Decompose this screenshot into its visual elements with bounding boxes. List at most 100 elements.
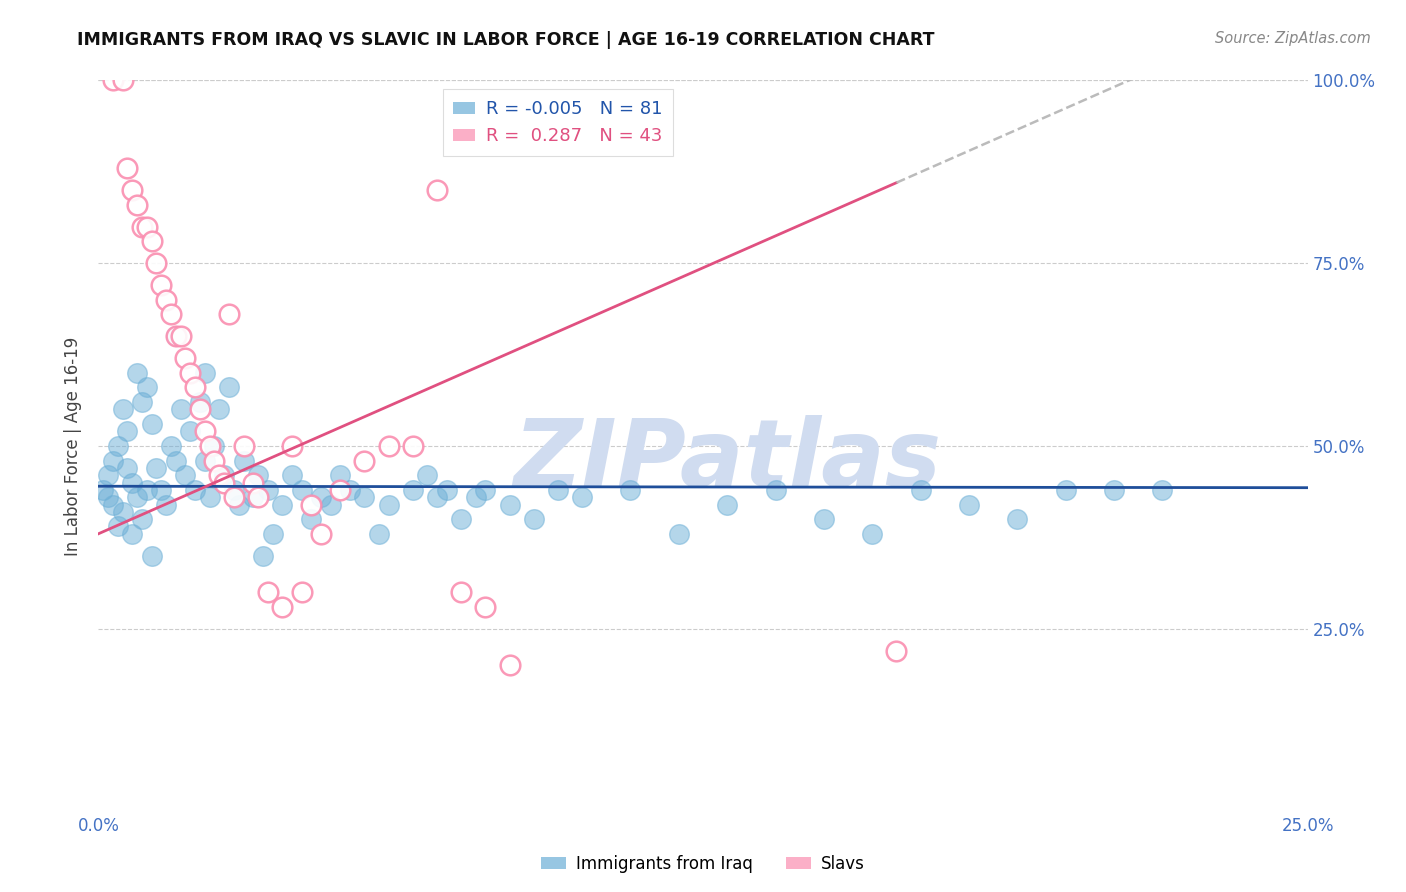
Point (135, 380, 157, 394)
Point (450, 585, 472, 599)
Legend: R = -0.005   N = 81, R =  0.287   N = 43: R = -0.005 N = 81, R = 0.287 N = 43 (443, 89, 673, 156)
Point (155, 498, 177, 512)
Point (117, 161, 139, 175)
Point (194, 453, 217, 467)
Point (101, 453, 124, 467)
Point (299, 498, 322, 512)
Point (262, 526, 284, 541)
Point (174, 351, 197, 366)
Text: Source: ZipAtlas.com: Source: ZipAtlas.com (1215, 31, 1371, 46)
Point (571, 490, 593, 504)
Point (377, 439, 399, 453)
Point (242, 490, 264, 504)
Point (160, 307, 183, 321)
Point (188, 395, 211, 409)
Point (464, 490, 486, 504)
Legend: Immigrants from Iraq, Slavs: Immigrants from Iraq, Slavs (534, 848, 872, 880)
Point (127, 490, 149, 504)
Point (91, 483, 114, 497)
Point (247, 468, 270, 483)
Point (135, 219, 157, 234)
Point (121, 475, 143, 490)
Point (271, 599, 294, 614)
Point (160, 439, 183, 453)
Point (474, 483, 496, 497)
Point (204, 453, 226, 467)
Point (860, 526, 883, 541)
Point (668, 526, 690, 541)
Point (141, 234, 163, 248)
Point (619, 483, 641, 497)
Point (145, 461, 167, 475)
Point (150, 278, 173, 293)
Point (169, 402, 191, 417)
Point (309, 526, 332, 541)
Point (377, 498, 399, 512)
Point (204, 439, 226, 453)
Point (765, 483, 787, 497)
Point (309, 490, 332, 504)
Point (212, 475, 235, 490)
Point (208, 468, 231, 483)
Point (111, 73, 134, 87)
Point (232, 439, 254, 453)
Point (131, 512, 153, 526)
Point (339, 483, 361, 497)
Point (107, 439, 129, 453)
Point (141, 417, 163, 431)
Point (97, 490, 120, 504)
Point (184, 380, 207, 394)
Point (169, 329, 191, 343)
Point (242, 475, 264, 490)
Point (145, 256, 167, 270)
Point (290, 483, 312, 497)
Point (252, 549, 274, 563)
Point (353, 453, 375, 467)
Point (402, 483, 425, 497)
Point (218, 380, 240, 394)
Point (474, 599, 496, 614)
Point (135, 483, 157, 497)
Point (194, 366, 217, 380)
Point (184, 483, 207, 497)
Point (319, 498, 342, 512)
Point (165, 329, 187, 343)
Point (523, 512, 546, 526)
Y-axis label: In Labor Force | Age 16-19: In Labor Force | Age 16-19 (65, 336, 83, 556)
Point (111, 402, 134, 417)
Point (127, 366, 149, 380)
Point (281, 468, 304, 483)
Point (188, 402, 211, 417)
Point (174, 468, 197, 483)
Point (127, 197, 149, 211)
Point (212, 468, 235, 483)
Point (121, 526, 143, 541)
Point (97, 468, 120, 483)
Point (416, 468, 439, 483)
Text: ZIPatlas: ZIPatlas (513, 415, 941, 507)
Point (150, 483, 173, 497)
Point (271, 498, 294, 512)
Point (247, 490, 270, 504)
Point (198, 490, 221, 504)
Point (111, 505, 134, 519)
Point (179, 425, 201, 439)
Point (179, 366, 201, 380)
Point (101, 73, 124, 87)
Point (117, 425, 139, 439)
Point (256, 585, 278, 599)
Point (107, 519, 129, 533)
Point (426, 490, 449, 504)
Point (121, 183, 143, 197)
Point (165, 453, 187, 467)
Point (117, 461, 139, 475)
Point (368, 526, 391, 541)
Point (281, 439, 304, 453)
Point (1152, 483, 1174, 497)
Point (402, 439, 425, 453)
Point (256, 483, 278, 497)
Point (1054, 483, 1077, 497)
Point (329, 468, 352, 483)
Point (426, 183, 449, 197)
Point (498, 498, 520, 512)
